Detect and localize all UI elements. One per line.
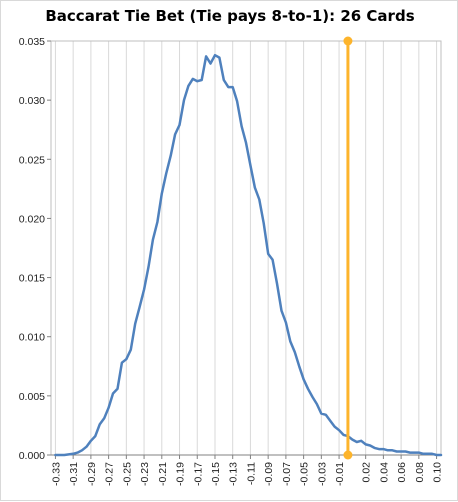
x-tick-label: 0.06	[396, 462, 408, 483]
chart-title: Baccarat Tie Bet (Tie pays 8-to-1): 26 C…	[45, 7, 415, 25]
y-tick-label: 0.015	[19, 273, 45, 285]
y-tick-label: 0.000	[19, 450, 45, 462]
x-tick-label: -0.21	[157, 462, 169, 486]
y-tick-label: 0.010	[19, 332, 45, 344]
x-tick-label: 0.08	[414, 462, 426, 483]
y-tick-label: 0.025	[19, 154, 45, 166]
x-tick-label: -0.01	[334, 462, 346, 486]
x-tick-label: -0.25	[121, 462, 133, 486]
x-tick-label: -0.33	[50, 462, 62, 486]
x-tick-label: -0.13	[228, 462, 240, 486]
x-tick-label: 0.04	[378, 462, 390, 483]
y-tick-label: 0.020	[19, 213, 45, 225]
y-tick-label: 0.035	[19, 36, 45, 48]
x-tick-label: -0.09	[263, 462, 275, 486]
x-tick-label: -0.31	[68, 462, 80, 486]
x-tick-label: -0.23	[139, 462, 151, 486]
y-tick-label: 0.005	[19, 391, 45, 403]
reference-marker	[343, 36, 353, 46]
x-tick-label: -0.07	[281, 462, 293, 486]
x-tick-label: -0.29	[86, 462, 98, 486]
x-tick-label: 0.02	[361, 462, 373, 483]
x-tick-label: -0.19	[175, 462, 187, 486]
x-tick-label: -0.17	[192, 462, 204, 486]
distribution-line	[54, 53, 443, 457]
x-tick-label: -0.27	[104, 462, 116, 486]
x-tick-label: -0.11	[245, 462, 257, 485]
x-tick-label: -0.15	[210, 462, 222, 486]
x-tick-label: -0.05	[299, 462, 311, 486]
plot-area-border	[50, 40, 442, 456]
x-tick-label: -0.03	[316, 462, 328, 486]
reference-marker	[343, 450, 353, 460]
y-tick-label: 0.030	[19, 95, 45, 107]
x-tick-label: 0.10	[432, 462, 444, 483]
